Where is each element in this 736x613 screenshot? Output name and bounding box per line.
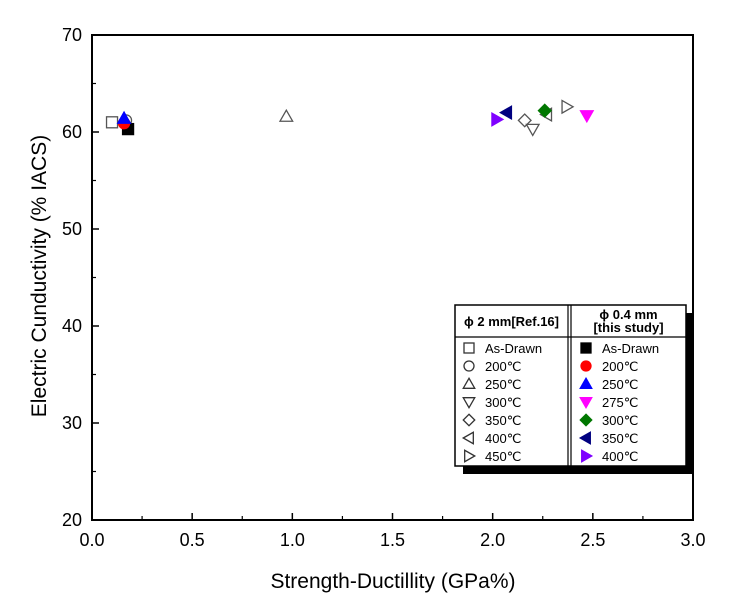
legend-group-title: [this study] bbox=[593, 320, 663, 335]
x-tick-label: 3.0 bbox=[680, 530, 705, 550]
legend-marker bbox=[461, 431, 474, 445]
legend-marker bbox=[578, 431, 591, 445]
legend-marker bbox=[581, 449, 594, 463]
y-axis-title: Electric Cunductivity (% IACS) bbox=[28, 135, 51, 417]
legend-label: 250℃ bbox=[602, 377, 638, 392]
legend-marker bbox=[580, 360, 592, 372]
legend-marker bbox=[464, 449, 477, 463]
data-point bbox=[517, 113, 532, 128]
data-point bbox=[537, 103, 552, 118]
legend-label: 300℃ bbox=[602, 413, 638, 428]
y-tick-label: 60 bbox=[62, 122, 82, 142]
y-tick-label: 40 bbox=[62, 316, 82, 336]
data-point bbox=[116, 110, 132, 124]
x-tick-label: 2.5 bbox=[580, 530, 605, 550]
legend-group-title: ϕ 2 mm[Ref.16] bbox=[464, 314, 559, 329]
x-tick-label: 2.0 bbox=[480, 530, 505, 550]
data-point bbox=[105, 116, 119, 129]
axes: 0.0 0.5 1.0 1.5 2.0 2.5 3.0 20 30 40 50 60 70 bbox=[62, 25, 706, 550]
legend-label: 350℃ bbox=[485, 413, 521, 428]
legend-label: 275℃ bbox=[602, 395, 638, 410]
legend-label: 350℃ bbox=[602, 431, 638, 446]
data-point bbox=[278, 108, 294, 122]
legend-marker bbox=[579, 413, 593, 427]
x-axis-title: Strength-Ductillity (GPa%) bbox=[270, 570, 515, 593]
data-point bbox=[499, 105, 513, 121]
legend-marker bbox=[579, 376, 593, 389]
x-tick-label: 0.0 bbox=[79, 530, 104, 550]
data-point bbox=[579, 110, 595, 124]
legend-marker bbox=[462, 413, 476, 427]
data-point bbox=[525, 123, 541, 137]
legend-label: 400℃ bbox=[602, 449, 638, 464]
legend-label: As-Drawn bbox=[602, 341, 659, 356]
y-tick-label: 70 bbox=[62, 25, 82, 45]
legend-label: 200℃ bbox=[602, 359, 638, 374]
legend-label: 250℃ bbox=[485, 377, 521, 392]
legend-label: 300℃ bbox=[485, 395, 521, 410]
legend-label: 200℃ bbox=[485, 359, 521, 374]
legend-label: 450℃ bbox=[485, 449, 521, 464]
legend-label: As-Drawn bbox=[485, 341, 542, 356]
legend-marker bbox=[462, 376, 476, 389]
legend-marker bbox=[579, 397, 593, 410]
legend: ϕ 2 mm[Ref.16] As-Drawn 200℃ 250℃ 300℃ 350℃ 40… bbox=[454, 304, 694, 474]
legend-marker bbox=[462, 397, 476, 410]
data-point bbox=[561, 99, 575, 115]
data-point bbox=[491, 111, 505, 127]
legend-group-title: ϕ 0.4 mm bbox=[599, 307, 657, 322]
legend-marker bbox=[463, 360, 475, 372]
y-tick-label: 20 bbox=[62, 510, 82, 530]
x-tick-label: 1.5 bbox=[380, 530, 405, 550]
y-tick-label: 50 bbox=[62, 219, 82, 239]
y-tick-label: 30 bbox=[62, 413, 82, 433]
legend-marker bbox=[580, 342, 592, 354]
data-points bbox=[105, 99, 595, 137]
legend-label: 400℃ bbox=[485, 431, 521, 446]
x-tick-label: 0.5 bbox=[180, 530, 205, 550]
x-tick-label: 1.0 bbox=[280, 530, 305, 550]
legend-marker bbox=[463, 342, 475, 354]
